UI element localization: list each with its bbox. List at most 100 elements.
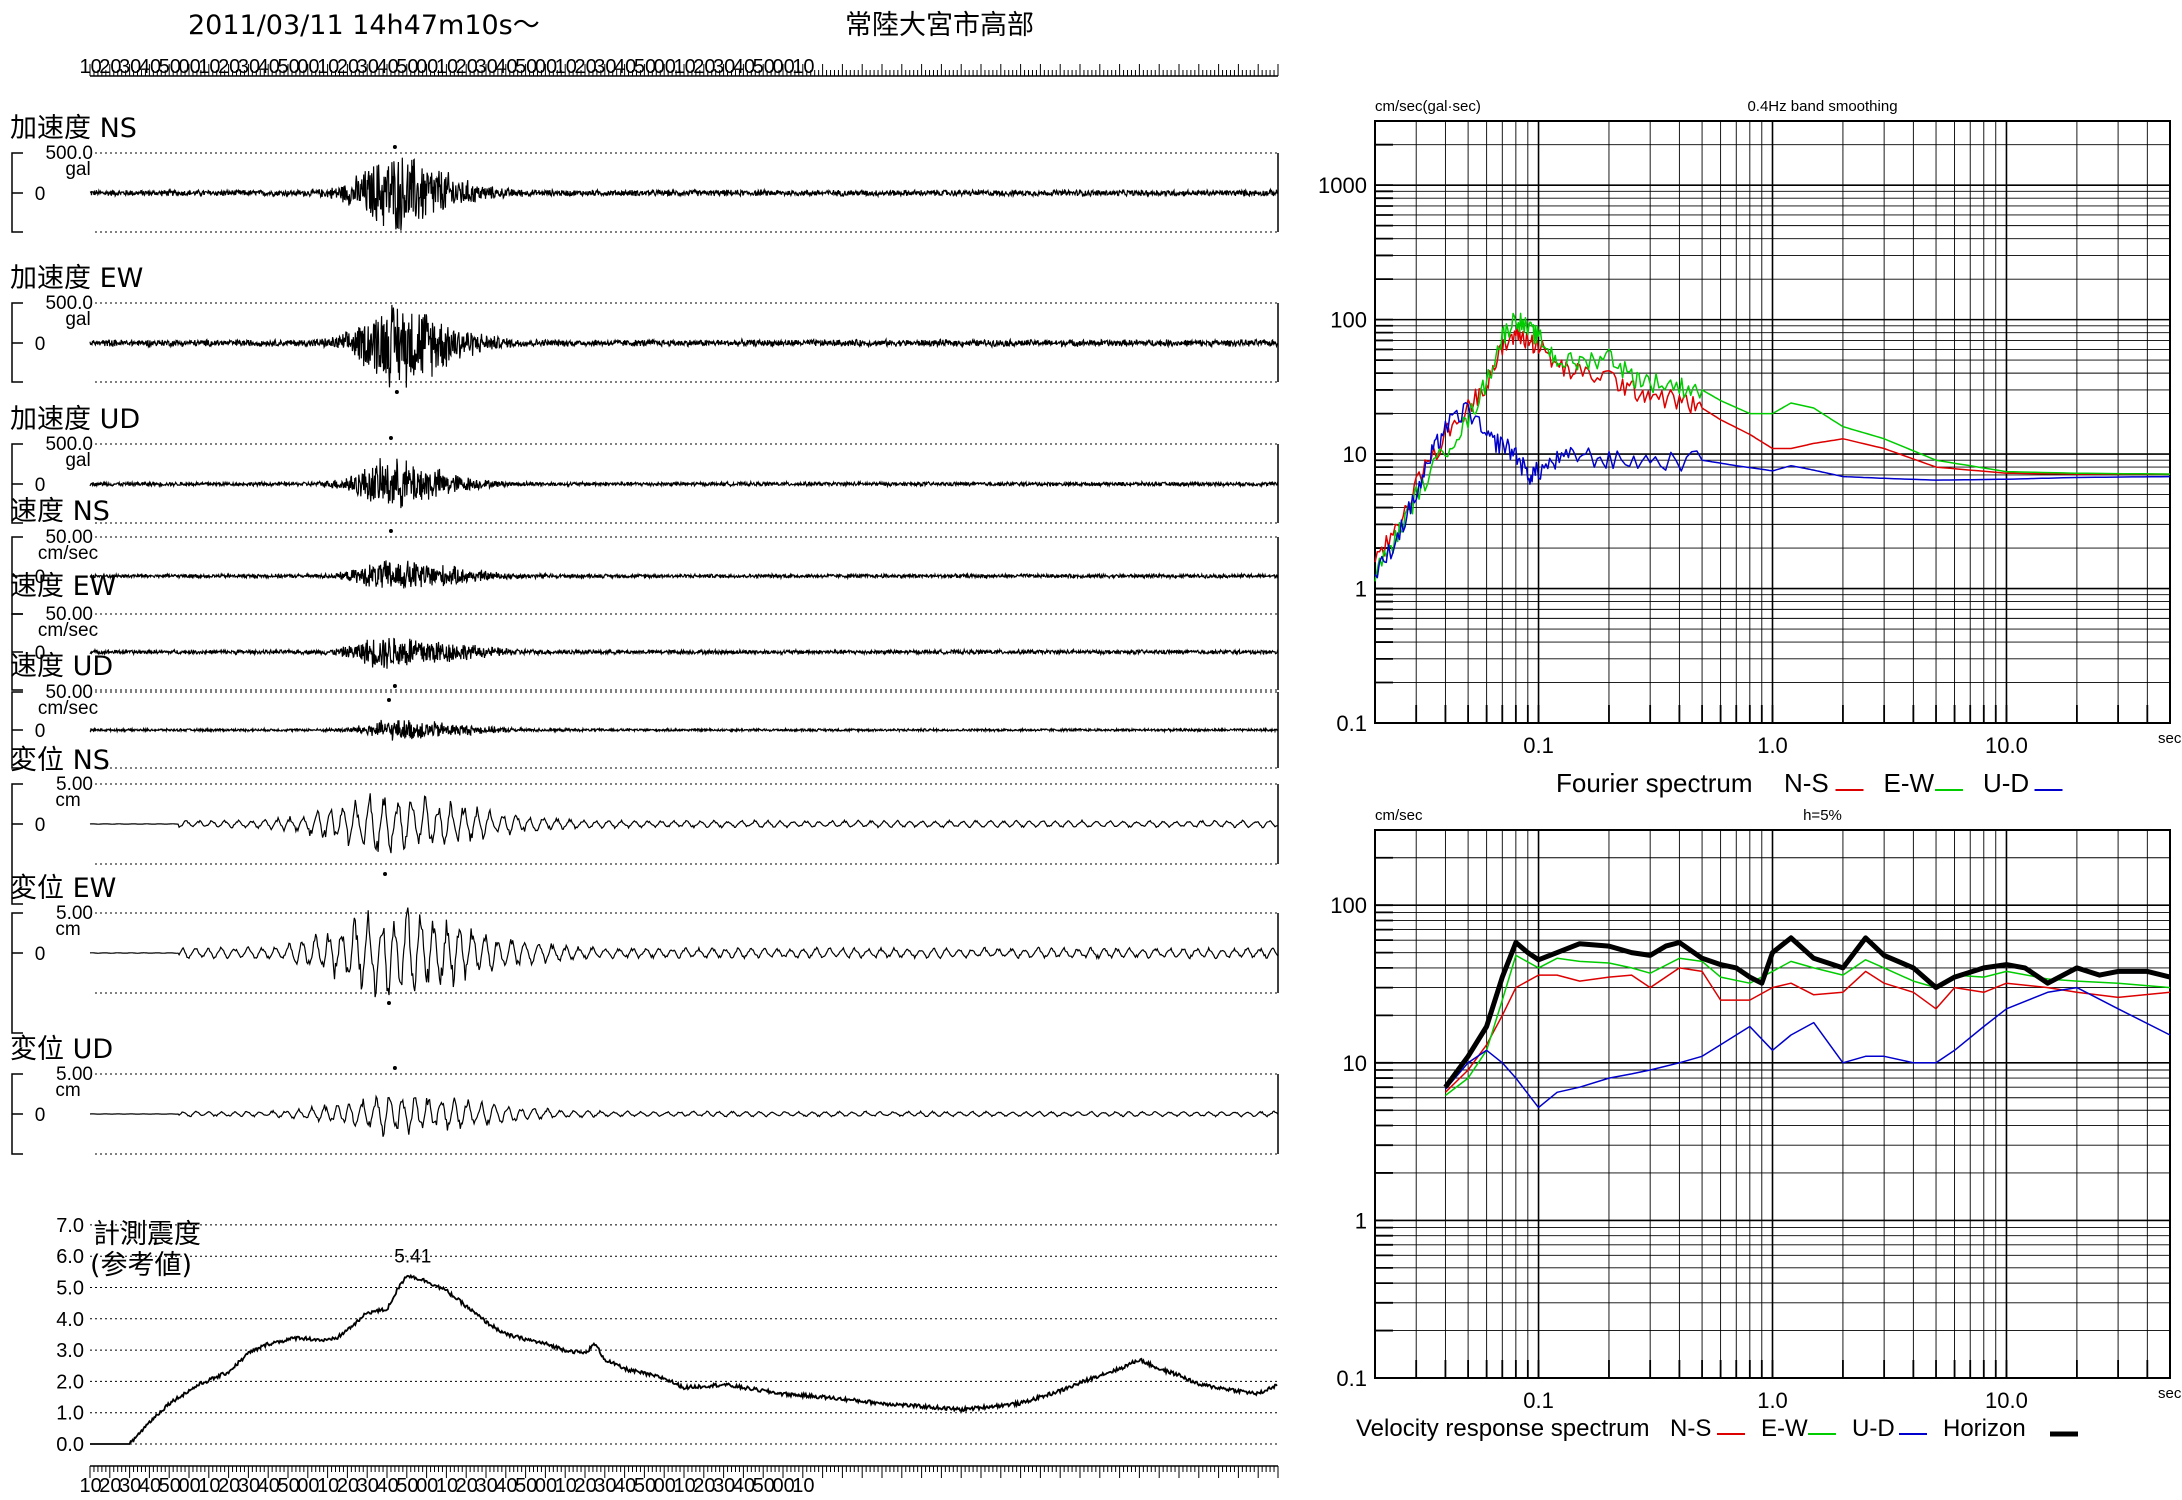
bottom-time-tick-label: 10 xyxy=(436,1475,458,1497)
intensity-title: 計測震度 xyxy=(93,1219,201,1250)
waveform-trace xyxy=(89,719,1279,741)
bottom-time-tick-label: 40 xyxy=(376,1475,398,1497)
series-line-horizon xyxy=(1443,935,2171,1089)
top-time-tick-label: 50 xyxy=(159,56,181,78)
panel-unit: gal xyxy=(65,159,90,180)
legend-entry: U-D xyxy=(1852,1415,1895,1442)
record-datetime: 2011/03/11 14h47m10s〜 xyxy=(188,10,540,41)
top-time-tick-label: 20 xyxy=(456,56,478,78)
panel-scale: 5.00 xyxy=(56,774,93,795)
panel-unit: cm xyxy=(55,790,80,811)
legend-entry: N-S xyxy=(1670,1415,1711,1442)
bottom-time-tick-label: 40 xyxy=(258,1475,280,1497)
bottom-time-tick-label: 30 xyxy=(475,1475,497,1497)
panel-unit: gal xyxy=(65,450,90,471)
bottom-time-tick-label: 00 xyxy=(772,1475,794,1497)
top-time-tick-label: 40 xyxy=(139,56,161,78)
x-tick-label: 1.0 xyxy=(1757,1388,1788,1413)
panel-scale: 500.0 xyxy=(45,434,93,455)
x-tick-label: 0.1 xyxy=(1523,733,1554,758)
top-time-tick-label: 50 xyxy=(277,56,299,78)
top-time-tick-label: 40 xyxy=(733,56,755,78)
top-time-tick-label: 50 xyxy=(634,56,656,78)
panel-scale: 500.0 xyxy=(45,143,93,164)
y-tick-label: 0.1 xyxy=(1336,711,1367,736)
time-axis-bottom: 1020304050001020304050001020304050001020… xyxy=(79,1465,1279,1497)
intensity-tick-label: 2.0 xyxy=(56,1371,84,1393)
intensity-chart: 0.0 1.0 2.0 3.0 4.0 5.0 6.0 7.0 計測震度(参考値) 5.41 xyxy=(56,1215,1278,1456)
chart-note: 0.4Hz band smoothing xyxy=(1747,98,1897,115)
top-time-tick-label: 00 xyxy=(535,56,557,78)
top-time-tick-label: 50 xyxy=(753,56,775,78)
legend-entry: Horizon xyxy=(1943,1415,2026,1442)
series-line-ud xyxy=(1374,401,2171,579)
bottom-time-tick-label: 10 xyxy=(198,1475,220,1497)
top-time-tick-label: 20 xyxy=(693,56,715,78)
top-time-tick-label: 00 xyxy=(416,56,438,78)
top-time-tick-label: 30 xyxy=(119,56,141,78)
bottom-time-tick-label: 30 xyxy=(357,1475,379,1497)
peak-marker xyxy=(386,1001,391,1005)
bottom-time-tick-label: 50 xyxy=(277,1475,299,1497)
top-time-tick-label: 30 xyxy=(594,56,616,78)
top-time-tick-label: 20 xyxy=(99,56,121,78)
panel-zero: 0 xyxy=(35,475,46,496)
x-tick-label: 10.0 xyxy=(1985,1388,2028,1413)
top-time-tick-label: 00 xyxy=(772,56,794,78)
legend-entry: U-D xyxy=(1983,768,2029,798)
bottom-time-tick-label: 20 xyxy=(456,1475,478,1497)
top-time-tick-label: 30 xyxy=(238,56,260,78)
peak-marker xyxy=(392,145,397,149)
waveform-trace xyxy=(89,793,1279,854)
top-time-tick-label: 10 xyxy=(555,56,577,78)
peak-marker xyxy=(394,390,399,394)
y-unit-label: cm/sec(gal·sec) xyxy=(1375,98,1481,115)
panel-zero: 0 xyxy=(35,643,46,664)
top-time-tick-label: 30 xyxy=(357,56,379,78)
x-tick-label: 0.1 xyxy=(1523,1388,1554,1413)
panel-zero: 0 xyxy=(35,721,46,742)
legend-entry: N-S xyxy=(1784,768,1829,798)
y-tick-label: 1 xyxy=(1355,1208,1367,1233)
waveform-trace xyxy=(89,637,1279,669)
panel-zero: 0 xyxy=(35,944,46,965)
velocity-response-chart: 0.1 1 10 100 0.1 1.0 10.0 cm/sec h=5% sec Velocity… xyxy=(1330,807,2182,1442)
waveform-trace xyxy=(89,1094,1279,1137)
x-unit-label: sec xyxy=(2158,1385,2182,1402)
panel-title: 加速度 NS xyxy=(10,113,137,144)
panel-scale: 50.00 xyxy=(45,682,93,703)
series-line-ew xyxy=(1374,312,2171,582)
top-time-tick-label: 40 xyxy=(376,56,398,78)
peak-marker xyxy=(388,529,393,533)
intensity-tick-label: 0.0 xyxy=(56,1434,84,1456)
bottom-time-tick-label: 20 xyxy=(99,1475,121,1497)
panel-zero: 0 xyxy=(35,567,46,588)
legend-entry: E-W xyxy=(1884,768,1935,798)
bottom-time-tick-label: 30 xyxy=(119,1475,141,1497)
bottom-time-tick-label: 20 xyxy=(218,1475,240,1497)
y-tick-label: 10 xyxy=(1343,442,1367,467)
y-unit-label: cm/sec xyxy=(1375,807,1423,824)
peak-marker xyxy=(388,436,393,440)
top-time-tick-label: 10 xyxy=(198,56,220,78)
peak-marker xyxy=(392,684,397,688)
waveform-trace xyxy=(89,560,1279,589)
intensity-subtitle: (参考値) xyxy=(90,1250,192,1281)
top-time-tick-label: 00 xyxy=(178,56,200,78)
station-name: 常陸大宮市高部 xyxy=(845,10,1034,41)
waveform-trace xyxy=(89,907,1279,998)
panel-unit: cm/sec xyxy=(38,620,98,641)
panel-scale: 500.0 xyxy=(45,293,93,314)
top-time-tick-label: 10 xyxy=(673,56,695,78)
top-time-tick-label: 40 xyxy=(258,56,280,78)
x-tick-label: 1.0 xyxy=(1757,733,1788,758)
top-time-tick-label: 50 xyxy=(396,56,418,78)
bottom-time-tick-label: 10 xyxy=(79,1475,101,1497)
panel-unit: gal xyxy=(65,309,90,330)
bottom-time-tick-label: 50 xyxy=(634,1475,656,1497)
top-time-tick-label: 00 xyxy=(654,56,676,78)
top-time-tick-label: 10 xyxy=(436,56,458,78)
top-time-tick-label: 20 xyxy=(574,56,596,78)
